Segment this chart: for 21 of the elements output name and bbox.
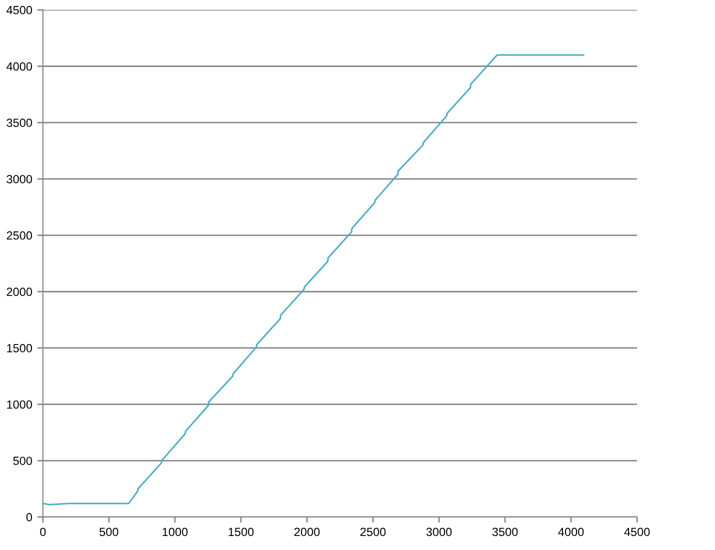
x-tick-label: 1000 (162, 528, 188, 536)
x-tick-label: 0 (40, 528, 46, 536)
x-tick-label: 500 (100, 528, 118, 536)
x-tick-label: 2500 (360, 528, 386, 536)
y-tick-label: 0 (26, 513, 32, 522)
y-tick-label: 500 (13, 456, 32, 466)
x-tick-label: 3500 (492, 528, 518, 536)
y-tick-label: 4000 (6, 62, 32, 71)
y-tick-label: 4500 (6, 6, 32, 14)
y-tick-label: 1000 (7, 400, 32, 409)
y-tick-label: 2500 (6, 231, 32, 240)
y-tick-label: 3500 (6, 118, 32, 127)
x-tick-label: 4000 (558, 528, 584, 536)
x-tick-label: 4500 (624, 528, 650, 536)
line-series (42, 54, 584, 506)
y-tick-label: 2000 (6, 288, 32, 296)
x-tick-label: 3000 (426, 528, 452, 536)
x-tick-label: 1500 (228, 528, 254, 536)
y-tick-label: 1500 (7, 344, 32, 352)
x-tick-label: 2000 (294, 528, 320, 536)
y-tick-label: 3000 (6, 174, 32, 184)
